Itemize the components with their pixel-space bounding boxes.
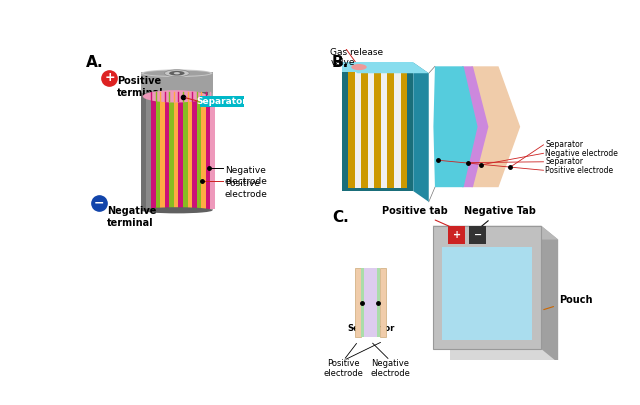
Ellipse shape: [141, 69, 212, 77]
Bar: [380, 268, 386, 337]
Bar: [141, 72, 212, 93]
Text: +: +: [452, 230, 461, 240]
Text: +: +: [104, 71, 115, 84]
Bar: [196, 96, 202, 209]
Bar: [174, 96, 179, 209]
Text: Positive
terminal: Positive terminal: [117, 76, 164, 98]
Polygon shape: [450, 240, 558, 363]
Ellipse shape: [351, 64, 367, 70]
Text: Positive electrode: Positive electrode: [545, 166, 613, 175]
Bar: [183, 96, 188, 209]
Ellipse shape: [174, 72, 180, 75]
Text: A.: A.: [86, 55, 104, 70]
Text: Gas release
valve: Gas release valve: [330, 48, 383, 67]
Bar: [165, 96, 170, 209]
Ellipse shape: [141, 207, 212, 213]
Bar: [179, 96, 183, 209]
Bar: [141, 93, 212, 210]
Bar: [147, 96, 152, 209]
Bar: [160, 96, 165, 209]
Bar: [342, 62, 413, 72]
Bar: [146, 92, 208, 95]
Bar: [170, 96, 174, 209]
Bar: [364, 268, 377, 337]
Bar: [394, 72, 401, 188]
Text: C.: C.: [332, 210, 349, 225]
Bar: [374, 72, 381, 188]
Bar: [401, 72, 407, 188]
Text: Positive
electrode: Positive electrode: [225, 179, 268, 199]
Bar: [211, 96, 215, 209]
Text: Positive
electrode: Positive electrode: [324, 359, 364, 378]
Bar: [188, 96, 193, 209]
Text: Negative Tab: Negative Tab: [464, 206, 536, 228]
Bar: [377, 268, 380, 337]
Text: Separator: Separator: [347, 324, 394, 333]
Bar: [355, 268, 362, 337]
Bar: [368, 72, 374, 188]
Polygon shape: [413, 62, 429, 202]
PathPatch shape: [467, 66, 520, 187]
Bar: [362, 268, 364, 337]
Bar: [348, 72, 355, 188]
Bar: [361, 72, 368, 188]
Polygon shape: [342, 62, 429, 73]
Bar: [381, 72, 387, 188]
Bar: [433, 226, 541, 349]
Bar: [469, 226, 486, 244]
Bar: [387, 72, 394, 188]
Bar: [141, 93, 146, 210]
Text: Negative
terminal: Negative terminal: [107, 207, 157, 228]
Text: Negative
electrode: Negative electrode: [225, 166, 268, 186]
PathPatch shape: [433, 66, 477, 187]
Ellipse shape: [164, 70, 189, 77]
Bar: [156, 96, 161, 209]
Bar: [355, 72, 361, 188]
Ellipse shape: [169, 71, 184, 76]
Bar: [205, 96, 211, 209]
Bar: [192, 96, 197, 209]
Bar: [151, 96, 156, 209]
FancyBboxPatch shape: [200, 96, 244, 107]
Text: Separator: Separator: [545, 157, 583, 166]
Ellipse shape: [143, 70, 210, 76]
Bar: [448, 226, 465, 244]
Text: Negative electrode: Negative electrode: [545, 149, 618, 158]
Text: Separator: Separator: [545, 141, 583, 149]
Bar: [442, 247, 532, 340]
Text: B.: B.: [332, 55, 349, 70]
Text: Negative
electrode: Negative electrode: [370, 359, 410, 378]
Text: −: −: [474, 230, 482, 240]
Text: Separator: Separator: [196, 97, 247, 106]
Bar: [201, 96, 206, 209]
PathPatch shape: [460, 66, 488, 187]
Bar: [208, 93, 212, 210]
Polygon shape: [433, 226, 558, 240]
Text: −: −: [94, 196, 104, 209]
Text: Pouch: Pouch: [544, 295, 593, 309]
Polygon shape: [541, 226, 558, 363]
Ellipse shape: [143, 90, 208, 102]
Text: Positive tab: Positive tab: [382, 206, 454, 228]
Bar: [342, 62, 413, 191]
